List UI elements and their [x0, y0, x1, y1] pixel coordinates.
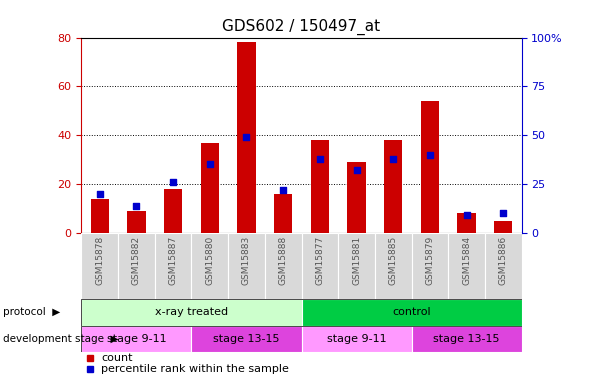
Bar: [274, 194, 292, 233]
Bar: [164, 189, 182, 233]
Text: GSM15885: GSM15885: [389, 236, 398, 285]
Text: GSM15886: GSM15886: [499, 236, 508, 285]
Point: [388, 156, 398, 162]
Text: GSM15879: GSM15879: [425, 236, 434, 285]
Bar: [81, 299, 302, 326]
Bar: [411, 326, 522, 352]
Text: control: control: [392, 308, 431, 317]
Point: [462, 212, 472, 218]
Bar: [127, 211, 145, 233]
Bar: [192, 233, 228, 299]
Text: GSM15888: GSM15888: [279, 236, 288, 285]
Bar: [81, 326, 192, 352]
Text: x-ray treated: x-ray treated: [155, 308, 228, 317]
Title: GDS602 / 150497_at: GDS602 / 150497_at: [223, 18, 380, 35]
Text: development stage  ▶: development stage ▶: [3, 334, 119, 344]
Text: protocol  ▶: protocol ▶: [3, 308, 60, 317]
Bar: [494, 220, 513, 233]
Point: [279, 187, 288, 193]
Text: GSM15884: GSM15884: [462, 236, 471, 285]
Bar: [201, 142, 219, 233]
Text: stage 9-11: stage 9-11: [327, 334, 387, 344]
Bar: [238, 42, 256, 233]
Bar: [228, 233, 265, 299]
Point: [131, 202, 141, 208]
Bar: [411, 233, 448, 299]
Text: GSM15881: GSM15881: [352, 236, 361, 285]
Bar: [302, 326, 411, 352]
Text: GSM15883: GSM15883: [242, 236, 251, 285]
Text: GSM15887: GSM15887: [169, 236, 178, 285]
Bar: [347, 162, 365, 233]
Bar: [458, 213, 476, 233]
Point: [242, 134, 251, 140]
Point: [95, 191, 104, 197]
Bar: [118, 233, 155, 299]
Text: GSM15882: GSM15882: [132, 236, 141, 285]
Bar: [375, 233, 411, 299]
Bar: [192, 326, 302, 352]
Text: stage 9-11: stage 9-11: [107, 334, 166, 344]
Bar: [81, 233, 118, 299]
Point: [425, 152, 435, 158]
Bar: [155, 233, 192, 299]
Bar: [448, 233, 485, 299]
Bar: [265, 233, 302, 299]
Text: percentile rank within the sample: percentile rank within the sample: [101, 364, 289, 374]
Bar: [90, 199, 109, 233]
Text: stage 13-15: stage 13-15: [213, 334, 280, 344]
Bar: [311, 140, 329, 233]
Text: GSM15880: GSM15880: [205, 236, 214, 285]
Point: [168, 179, 178, 185]
Bar: [485, 233, 522, 299]
Bar: [384, 140, 402, 233]
Bar: [421, 101, 439, 233]
Text: GSM15878: GSM15878: [95, 236, 104, 285]
Bar: [338, 233, 375, 299]
Text: GSM15877: GSM15877: [315, 236, 324, 285]
Point: [315, 156, 324, 162]
Bar: [302, 299, 522, 326]
Text: count: count: [101, 354, 133, 363]
Point: [352, 167, 361, 173]
Bar: [302, 233, 338, 299]
Point: [499, 210, 508, 216]
Text: stage 13-15: stage 13-15: [434, 334, 500, 344]
Point: [205, 162, 215, 168]
